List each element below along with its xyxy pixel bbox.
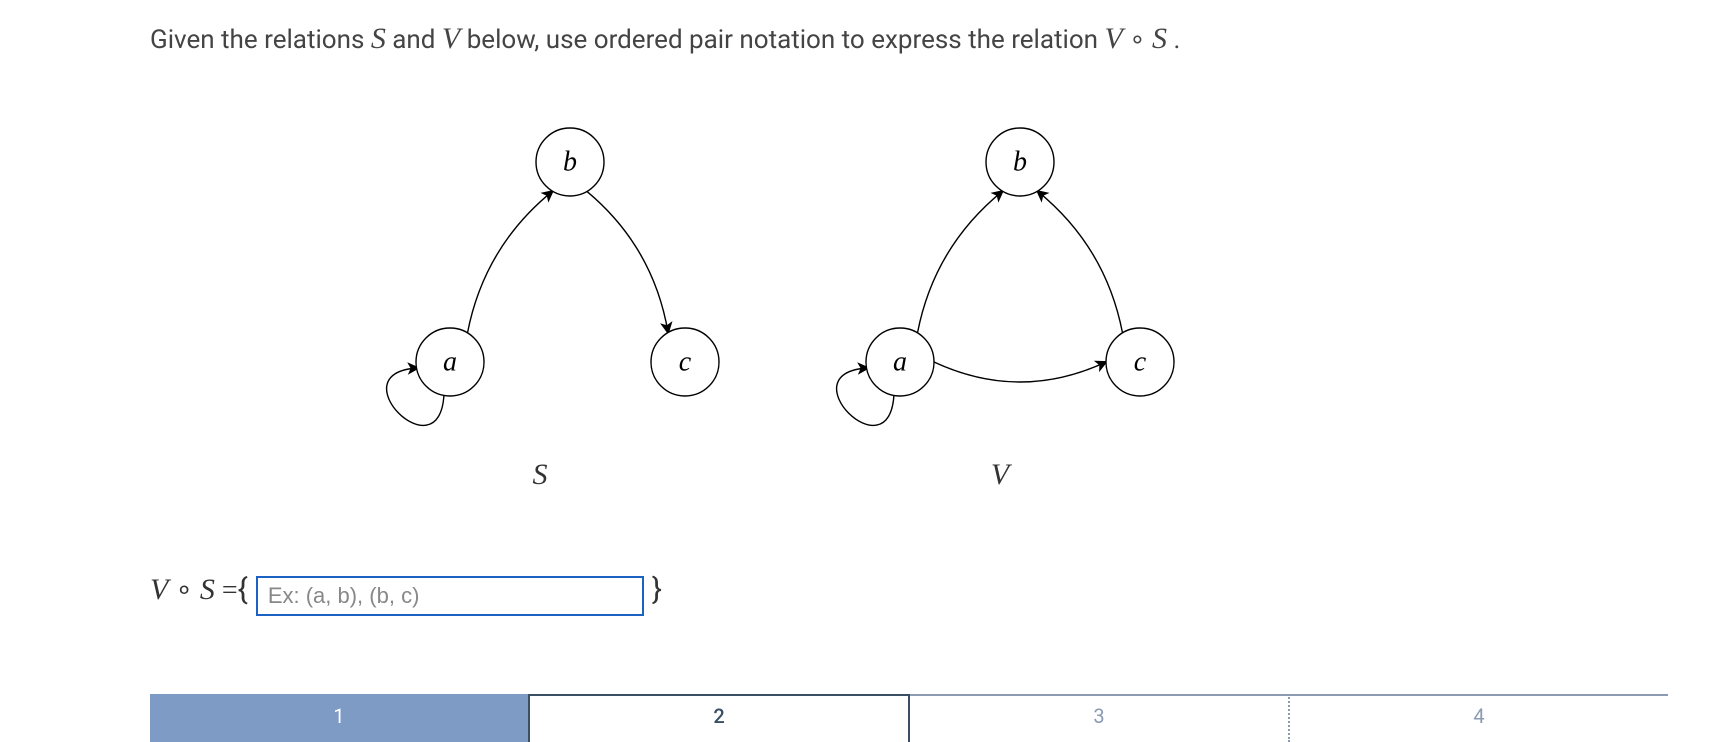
graph-s-label: S: [340, 458, 740, 492]
graph-v-svg: a b c: [800, 100, 1200, 460]
question-text: Given the relations S and V below, use o…: [150, 22, 1180, 56]
answer-lhs-left: V: [150, 573, 168, 606]
svg-text:b: b: [563, 146, 577, 177]
answer-lhs: V ∘ S =: [150, 573, 238, 607]
step-tab-3[interactable]: 3: [910, 694, 1288, 742]
q-comp-left: V: [1105, 22, 1123, 55]
q-relation-1: S: [371, 22, 386, 55]
step-tabs: 1234: [150, 694, 1668, 742]
q-relation-2: V: [442, 22, 460, 55]
q-mid1: and: [392, 25, 442, 55]
step-tab-4[interactable]: 4: [1290, 694, 1668, 742]
svg-text:a: a: [443, 346, 457, 377]
svg-text:b: b: [1013, 146, 1027, 177]
diagram-v: a b c V: [800, 100, 1200, 520]
svg-text:c: c: [679, 346, 692, 377]
q-mid2: below, use ordered pair notation to expr…: [467, 25, 1105, 55]
diagram-s: a b c S: [340, 100, 740, 520]
svg-text:c: c: [1134, 346, 1147, 377]
step-tab-2[interactable]: 2: [528, 694, 910, 742]
answer-lhs-sym: ∘: [175, 575, 200, 606]
graph-v-label: V: [800, 458, 1200, 492]
answer-lhs-right: S: [200, 573, 215, 606]
q-suffix: .: [1173, 25, 1180, 55]
q-comp-right: S: [1152, 22, 1167, 55]
q-comp-sym: ∘: [1129, 25, 1152, 55]
answer-input[interactable]: [256, 576, 644, 616]
step-tab-1[interactable]: 1: [150, 694, 528, 742]
graph-s-svg: a b c: [340, 100, 740, 460]
answer-row: V ∘ S = { }: [150, 572, 662, 612]
diagrams-container: a b c S a b c V: [320, 100, 1270, 520]
answer-equals: =: [222, 575, 238, 606]
q-prefix: Given the relations: [150, 25, 371, 55]
answer-open-brace: {: [238, 572, 248, 607]
answer-close-brace: }: [652, 572, 662, 607]
svg-text:a: a: [893, 346, 907, 377]
